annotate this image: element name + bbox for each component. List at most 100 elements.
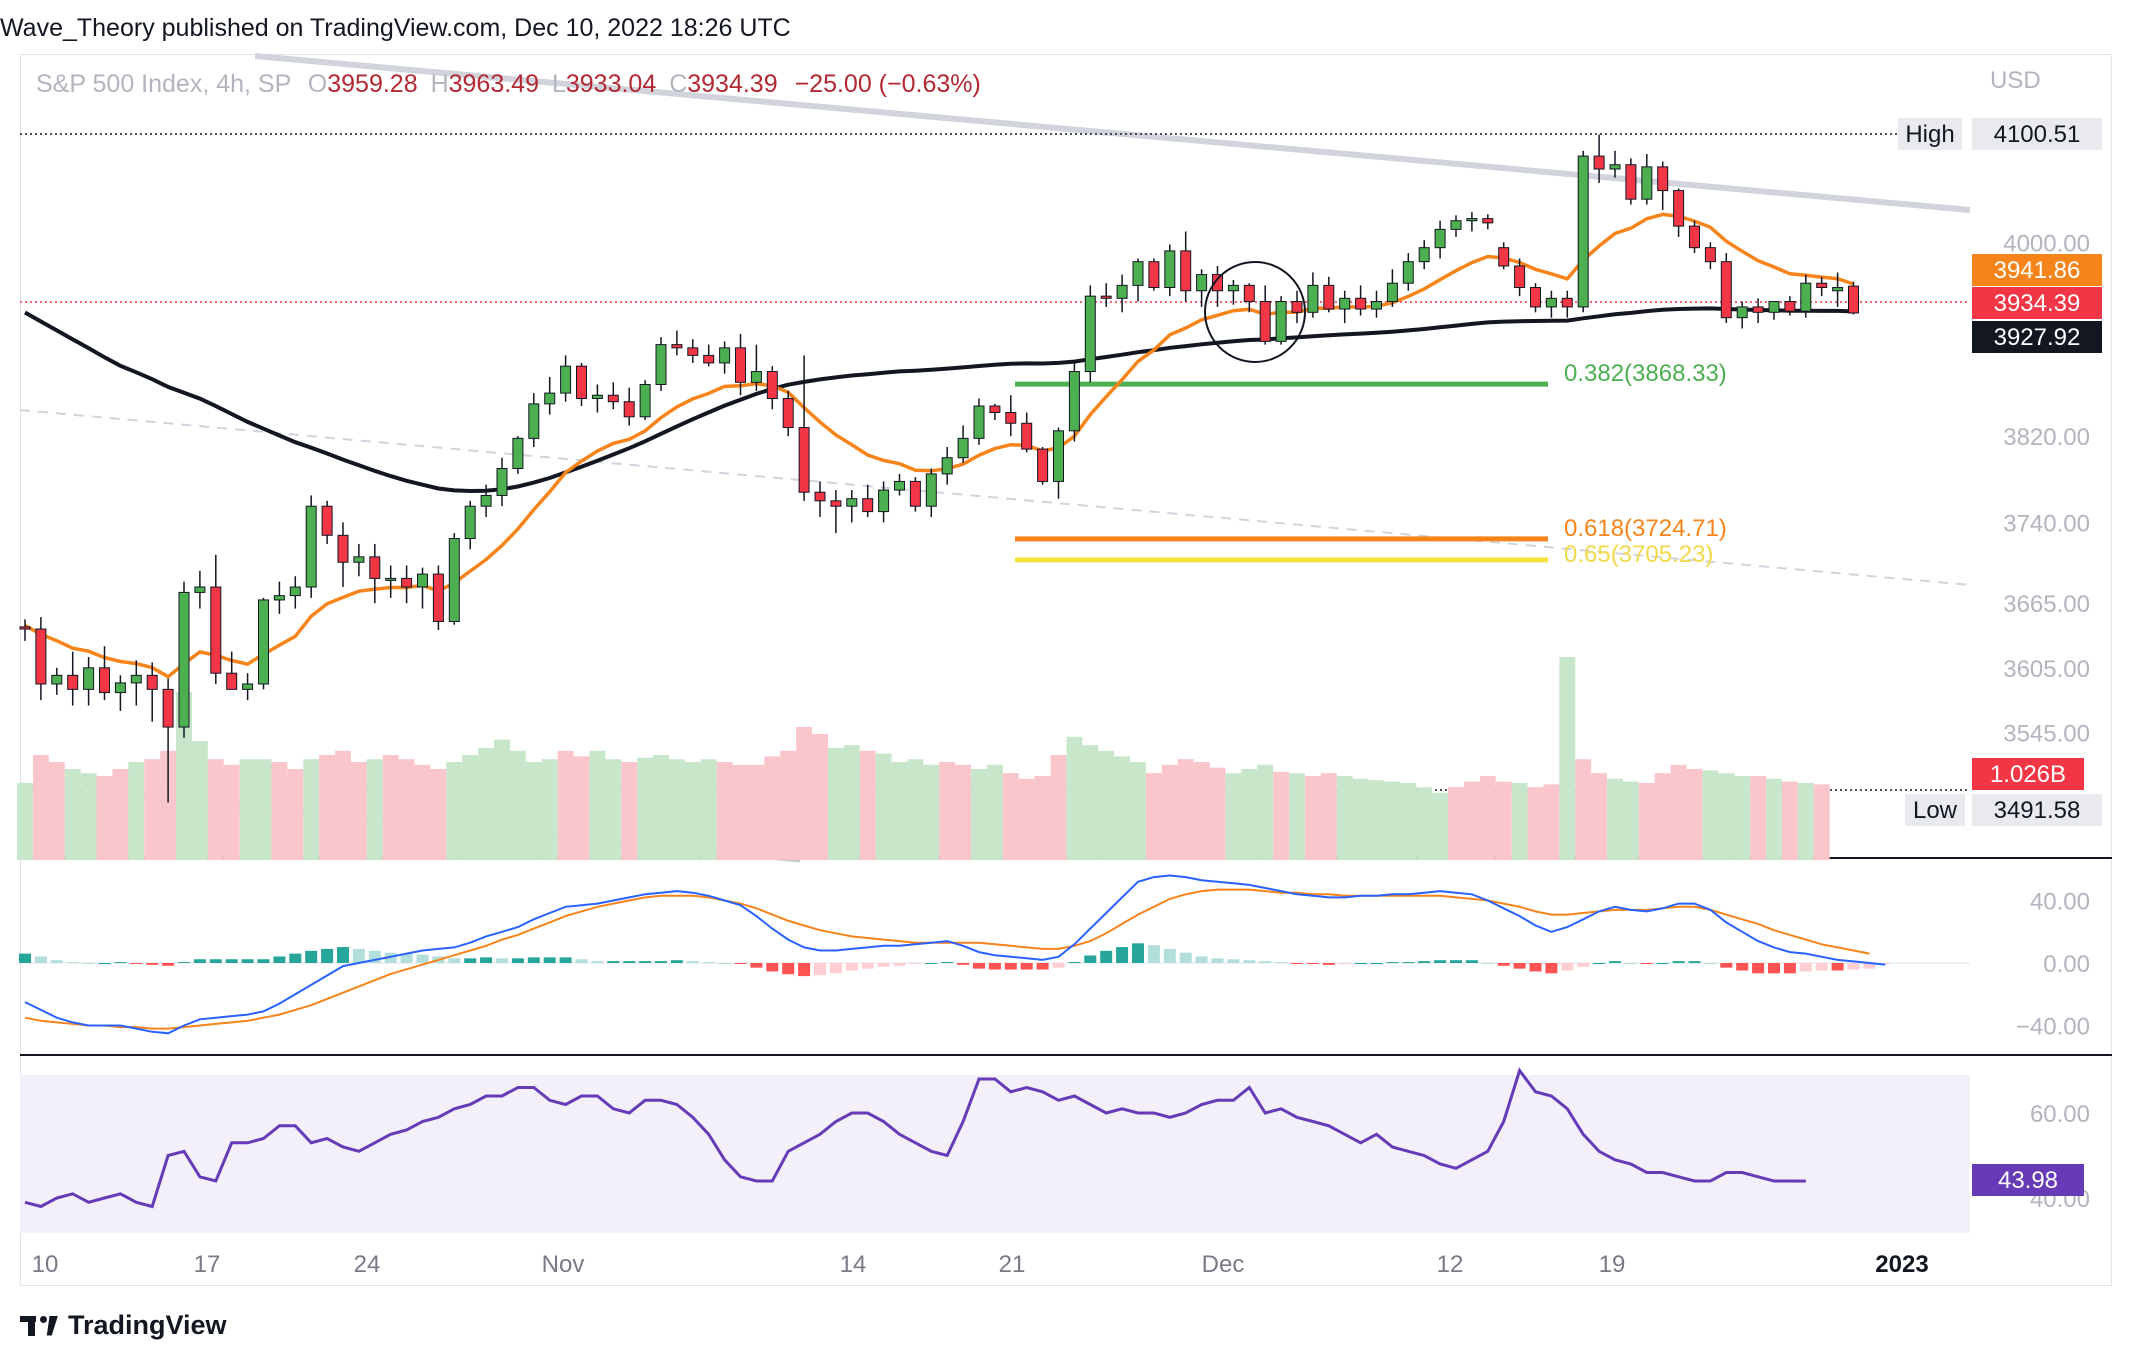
macd-histogram-bar bbox=[496, 958, 508, 963]
volume-bar bbox=[541, 759, 558, 860]
volume-bar bbox=[366, 759, 383, 860]
macd-histogram-bar bbox=[1434, 960, 1447, 963]
candle bbox=[369, 543, 381, 604]
publisher-header: Wave_Theory published on TradingView.com… bbox=[0, 14, 791, 43]
volume-bar bbox=[875, 753, 892, 860]
candle bbox=[1084, 285, 1096, 383]
candle bbox=[1132, 258, 1144, 302]
macd-indicator[interactable] bbox=[19, 874, 1970, 1035]
macd-histogram-bar bbox=[1100, 950, 1113, 963]
volume-bar bbox=[780, 750, 797, 860]
volume-bar bbox=[48, 762, 65, 860]
macd-histogram-bar bbox=[1068, 962, 1081, 964]
volume-bar bbox=[605, 759, 622, 860]
volume-bar bbox=[1638, 783, 1655, 860]
volume-bar bbox=[271, 762, 288, 860]
candle-body bbox=[432, 573, 444, 622]
candle-body bbox=[114, 682, 126, 694]
volume-bar bbox=[1702, 770, 1719, 860]
highlight-circle[interactable] bbox=[1204, 261, 1306, 363]
fibonacci-levels[interactable]: 0.382(3868.33) 0.618(3724.71)0.65(3705.23… bbox=[1015, 360, 1727, 568]
author-name[interactable]: Wave_Theory bbox=[0, 14, 155, 42]
candle bbox=[1450, 215, 1462, 237]
candle-body bbox=[417, 573, 428, 588]
volume-bar bbox=[1718, 773, 1735, 860]
symbol-label[interactable]: S&P 500 Index, 4h, SP bbox=[36, 70, 291, 98]
candle-body bbox=[1021, 422, 1033, 450]
footer-brand[interactable]: TradingView bbox=[20, 1310, 227, 1341]
time-axis-tick: 12 bbox=[1437, 1251, 1464, 1278]
candle bbox=[321, 500, 333, 544]
lower-trendline-dashed[interactable] bbox=[19, 409, 1971, 586]
macd-histogram-bar bbox=[909, 963, 922, 964]
candle bbox=[417, 567, 428, 609]
volume-bar bbox=[1130, 762, 1146, 860]
macd-histogram-bar bbox=[798, 963, 811, 977]
candlesticks[interactable] bbox=[19, 134, 1859, 803]
macd-histogram-bar bbox=[19, 953, 31, 963]
candle-body bbox=[1545, 297, 1557, 308]
candle-body bbox=[1704, 247, 1716, 263]
candle bbox=[1657, 161, 1669, 210]
candle bbox=[83, 657, 95, 706]
volume-bar bbox=[1066, 736, 1083, 860]
price-axis-tick: 3545.00 bbox=[2003, 720, 2090, 747]
macd-histogram-bar bbox=[289, 953, 302, 963]
volume-bar bbox=[891, 762, 908, 860]
candle bbox=[862, 484, 874, 517]
macd-histogram-bar bbox=[1609, 961, 1621, 963]
macd-histogram-bar bbox=[1163, 948, 1176, 963]
candle-body bbox=[1275, 301, 1287, 342]
candle-body bbox=[639, 383, 651, 418]
volume-bar bbox=[1607, 778, 1623, 860]
candle-body bbox=[1068, 371, 1080, 432]
volume-bar bbox=[1527, 787, 1544, 860]
upper-trendline[interactable] bbox=[254, 53, 1971, 213]
time-axis-tick: 14 bbox=[840, 1251, 867, 1278]
candle bbox=[1848, 281, 1859, 315]
ema-fast-line[interactable] bbox=[24, 212, 1855, 679]
rsi-indicator[interactable] bbox=[24, 1067, 1806, 1209]
candle bbox=[162, 678, 174, 803]
price-axis-tick: 4000.00 bbox=[2003, 230, 2090, 257]
candle-body bbox=[51, 674, 63, 685]
macd-histogram-bar bbox=[1736, 963, 1749, 971]
macd-histogram-bar bbox=[829, 963, 842, 974]
volume-bar bbox=[1273, 771, 1290, 860]
time-axis-tick: Nov bbox=[542, 1251, 585, 1278]
macd-axis-tick: 40.00 bbox=[2030, 889, 2090, 916]
candle-body bbox=[226, 672, 238, 690]
volume-bar bbox=[700, 759, 717, 860]
macd-histogram-bar bbox=[1004, 963, 1017, 970]
candle-body bbox=[1307, 284, 1319, 313]
candle-body bbox=[1673, 190, 1685, 227]
candle-body bbox=[1116, 284, 1128, 299]
candle bbox=[591, 384, 603, 413]
ohlc-legend: S&P 500 Index, 4h, SP O3959.28 H3963.49 … bbox=[36, 70, 981, 99]
macd-histogram-bar bbox=[1402, 962, 1415, 964]
candle bbox=[1100, 283, 1112, 307]
macd-histogram-bar bbox=[1450, 960, 1462, 963]
macd-axis-tick: −40.00 bbox=[2016, 1014, 2090, 1041]
close-value: 3934.39 bbox=[687, 70, 778, 98]
macd-histogram-bar bbox=[941, 962, 954, 964]
candle bbox=[1053, 427, 1064, 499]
candle-body bbox=[1800, 282, 1812, 312]
macd-histogram-bar bbox=[861, 963, 874, 969]
volume-bar bbox=[1257, 764, 1274, 860]
volume-bar bbox=[1368, 780, 1385, 860]
macd-histogram-bar bbox=[686, 961, 699, 963]
candle-body bbox=[1402, 261, 1414, 284]
candle bbox=[1482, 214, 1494, 230]
macd-histogram-bar bbox=[1338, 963, 1351, 964]
macd-histogram-bar bbox=[1291, 963, 1303, 964]
candle bbox=[1068, 360, 1080, 442]
volume-bar bbox=[1432, 792, 1449, 860]
volume-bar bbox=[525, 762, 542, 860]
macd-histogram-bar bbox=[1577, 963, 1590, 967]
candle-body bbox=[1514, 265, 1526, 289]
candle-body bbox=[1689, 225, 1700, 249]
ema-slow-line[interactable] bbox=[24, 306, 1854, 494]
candle bbox=[703, 344, 715, 367]
